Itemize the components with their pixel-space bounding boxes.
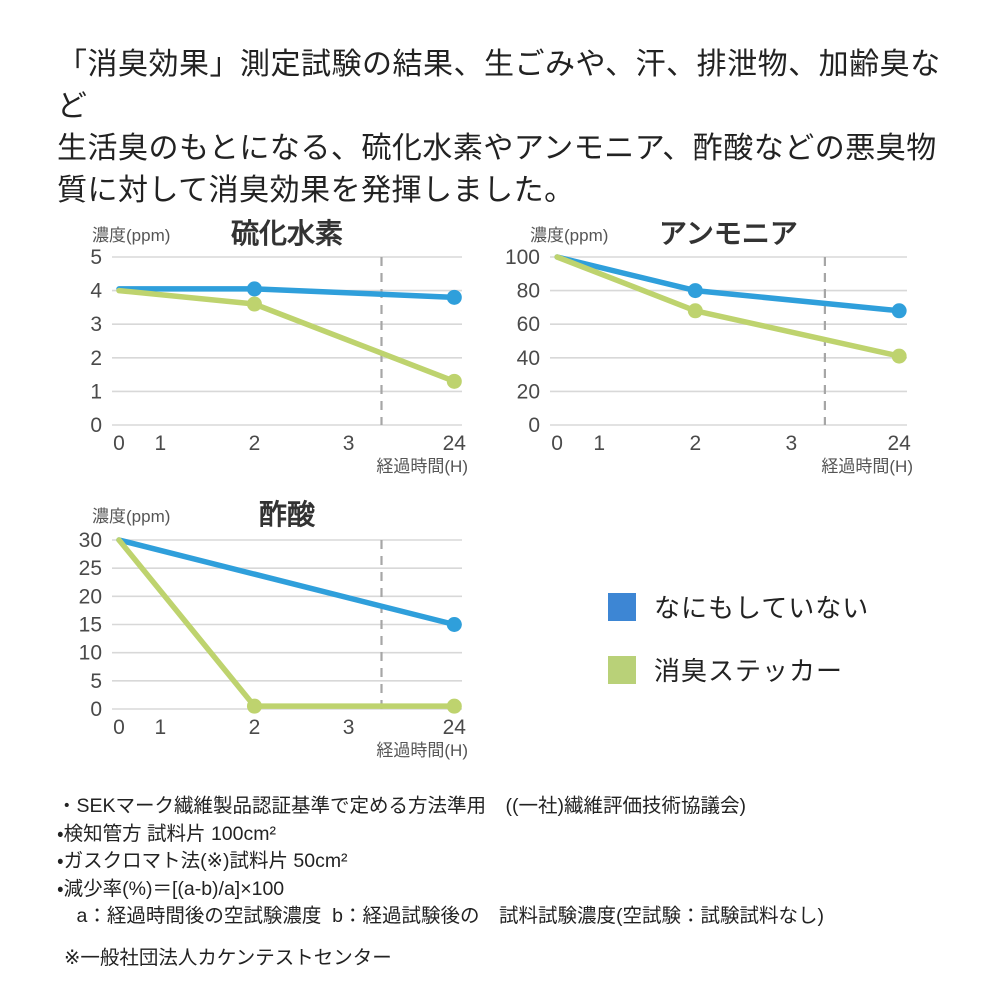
series-line-green — [116, 287, 458, 385]
y-tick-label: 5 — [90, 246, 102, 269]
y-axis-label: 濃度(ppm) — [530, 226, 608, 245]
x-axis-label: 経過時間(H) — [821, 457, 913, 476]
y-tick-label: 100 — [505, 246, 540, 269]
footnotes: ・SEKマーク繊維製品認証基準で定める方法準用 ((一社)繊維評価技術協議会) … — [57, 793, 967, 931]
x-tick-label: 24 — [887, 432, 911, 455]
legend: なにもしていない 消臭ステッカー — [608, 588, 869, 714]
data-point — [246, 281, 262, 297]
y-tick-label: 25 — [79, 557, 102, 580]
data-point — [891, 348, 907, 364]
data-point — [687, 283, 703, 299]
x-tick-label: 1 — [154, 432, 166, 455]
chart-hydrogen-sulfide-plot: 0 1 2 3 4 5 0 1 2 3 24 硫化水素 濃度(ppm) 経過時間(H) — [90, 218, 468, 476]
y-tick-label: 20 — [79, 585, 102, 608]
legend-swatch-green — [608, 655, 636, 684]
x-tick-label: 3 — [343, 716, 355, 739]
data-point — [446, 373, 462, 389]
chart-ammonia-plot: 0 20 40 60 80 100 0 1 2 3 24 アンモニア 濃度(ppm) 経過時間(H) — [505, 218, 913, 476]
y-tick-label: 30 — [79, 529, 102, 552]
x-tick-label: 2 — [249, 432, 261, 455]
chart-ammonia: 0 20 40 60 80 100 0 1 2 3 24 アンモニア 濃度(ppm) 経過時間(H) — [500, 212, 928, 489]
y-tick-label: 10 — [79, 642, 102, 665]
y-tick-label: 40 — [517, 347, 540, 370]
kaken-test-center-note: ※一般社団法人カケンテストセンター — [64, 947, 392, 969]
y-tick-label: 2 — [90, 347, 102, 370]
series-line-blue — [554, 254, 902, 314]
y-tick-label: 5 — [90, 670, 102, 693]
data-point — [446, 617, 462, 632]
x-tick-label: 1 — [593, 432, 605, 455]
footnote-line: ・検知管方 試料片 100cm² — [57, 822, 276, 845]
data-point — [446, 289, 462, 305]
chart-title: アンモニア — [659, 218, 798, 249]
footnote-line: a：経過時間後の空試験濃度 b：経過試験後の 試料試験濃度(空試験：試験試料なし… — [57, 905, 825, 927]
chart-title: 酢酸 — [259, 499, 316, 530]
chart-hydrogen-sulfide: 0 1 2 3 4 5 0 1 2 3 24 硫化水素 濃度(ppm) 経過時間(H) — [60, 212, 480, 489]
y-tick-label: 3 — [90, 313, 102, 336]
y-tick-label: 0 — [528, 414, 540, 437]
legend-item-deodorant-sticker: 消臭ステッカー — [608, 651, 869, 688]
footnote-line: ・減少率(%)＝[(a-b)/a]×100 — [57, 877, 285, 900]
x-tick-label: 0 — [551, 432, 563, 455]
y-axis-label: 濃度(ppm) — [92, 226, 170, 245]
x-tick-label: 24 — [443, 432, 467, 455]
footnote-line: ・ガスクロマト法(※)試料片 50cm² — [57, 850, 348, 872]
y-tick-label: 15 — [79, 614, 102, 637]
x-tick-label: 1 — [154, 716, 166, 739]
data-point — [687, 303, 703, 319]
y-tick-label: 60 — [517, 313, 540, 336]
legend-label: 消臭ステッカー — [654, 656, 844, 686]
x-tick-label: 3 — [785, 432, 797, 455]
y-tick-label: 1 — [90, 380, 102, 403]
chart-acetic-acid: 0 5 10 15 20 25 30 0 1 2 3 24 酢酸 濃度(ppm) 経過時間(H) — [60, 493, 480, 774]
x-axis-label: 経過時間(H) — [376, 457, 468, 476]
y-tick-label: 20 — [517, 380, 540, 403]
x-tick-label: 0 — [113, 432, 125, 455]
data-point — [246, 296, 262, 312]
intro-paragraph: 「消臭効果」測定試験の結果、生ごみや、汗、排泄物、加齢臭など 生活臭のもとになる… — [57, 48, 941, 207]
chart-title: 硫化水素 — [231, 218, 343, 249]
data-point — [446, 698, 462, 714]
y-tick-label: 0 — [90, 414, 102, 437]
x-tick-label: 2 — [689, 432, 701, 455]
legend-swatch-blue — [608, 592, 636, 621]
legend-item-untreated: なにもしていない — [608, 588, 869, 625]
x-tick-label: 24 — [443, 716, 467, 739]
x-tick-label: 0 — [113, 716, 125, 739]
legend-label: なにもしていない — [654, 593, 870, 623]
data-point — [891, 303, 907, 319]
y-tick-label: 80 — [517, 280, 540, 303]
y-tick-label: 0 — [90, 698, 102, 721]
x-tick-label: 2 — [249, 716, 261, 739]
x-tick-label: 3 — [343, 432, 355, 455]
series-line-blue — [116, 537, 458, 628]
data-point — [246, 698, 262, 714]
x-axis-label: 経過時間(H) — [376, 741, 468, 760]
y-tick-label: 4 — [90, 280, 102, 303]
y-axis-label: 濃度(ppm) — [92, 507, 170, 526]
footnote-line: ・SEKマーク繊維製品認証基準で定める方法準用 ((一社)繊維評価技術協議会) — [57, 795, 746, 817]
